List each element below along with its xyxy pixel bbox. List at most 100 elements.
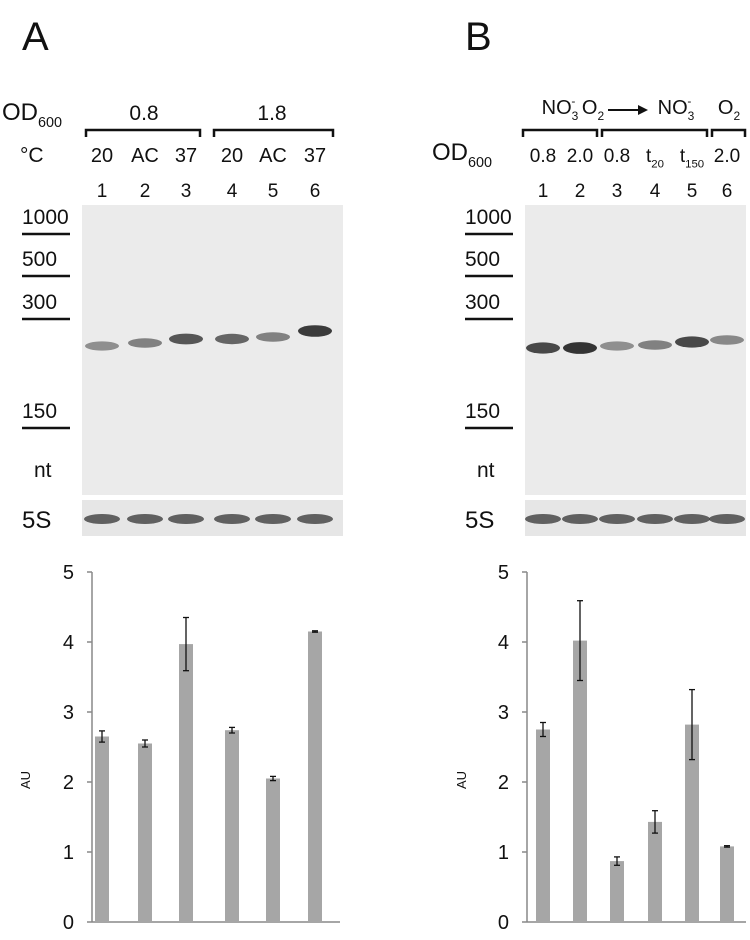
- y-tick-label: 4: [498, 632, 509, 654]
- band: [128, 338, 162, 348]
- y-tick-label: 2: [63, 772, 74, 794]
- band-5s: [297, 514, 333, 524]
- y-tick-label: 1: [63, 842, 74, 864]
- error-bar: [270, 775, 276, 782]
- bar: [308, 631, 322, 922]
- lane-number: 2: [140, 181, 151, 202]
- od-label-main: OD: [2, 99, 38, 126]
- lane-label-main: 0.8: [530, 146, 556, 167]
- lane-number: 6: [722, 181, 733, 202]
- condition-sup: -: [687, 94, 691, 108]
- condition-main: O: [582, 97, 598, 119]
- lane-label-sub: 150: [685, 159, 704, 171]
- band-5s: [637, 514, 673, 524]
- loading-label: 5S: [465, 507, 494, 534]
- lane-label-main: 2.0: [567, 146, 593, 167]
- unit: nt: [477, 459, 495, 482]
- lane-label-sub: 20: [651, 159, 664, 171]
- band: [298, 325, 332, 337]
- lane-label: AC: [131, 145, 159, 167]
- band: [563, 342, 597, 354]
- lane-label: 0.8: [604, 146, 630, 167]
- bracket: [84, 128, 202, 137]
- bar: [225, 730, 239, 922]
- condition: O2: [582, 97, 605, 123]
- size-marker: 150: [465, 400, 500, 423]
- bracket: [710, 128, 747, 137]
- lane-label: 20: [221, 145, 243, 167]
- band: [675, 336, 709, 348]
- lane-label-main: 0.8: [604, 146, 630, 167]
- od-label-main: OD: [432, 139, 468, 166]
- loading-label: 5S: [22, 507, 51, 534]
- condition: NO3-: [542, 94, 579, 123]
- band: [85, 341, 119, 351]
- error-bar: [652, 810, 658, 834]
- condition-sub: 2: [597, 109, 604, 123]
- band-5s: [127, 514, 163, 524]
- bar: [610, 861, 624, 922]
- bar: [266, 778, 280, 922]
- od-label-sub: 600: [468, 155, 492, 171]
- error-bar: [689, 688, 695, 761]
- lane-number: 1: [97, 181, 108, 202]
- y-axis-label: AU: [18, 771, 33, 789]
- size-marker: 300: [22, 291, 57, 314]
- band-5s: [168, 514, 204, 524]
- lane-number: 4: [227, 181, 238, 202]
- error-bar: [540, 721, 546, 738]
- condition-main: NO: [658, 97, 688, 119]
- lane-label: 0.8: [530, 146, 556, 167]
- size-marker: 300: [465, 291, 500, 314]
- bracket: [212, 128, 335, 137]
- group-label: 0.8: [129, 102, 158, 125]
- od-label: OD600: [432, 139, 492, 171]
- lane-label-main: 2.0: [714, 146, 740, 167]
- bar: [685, 724, 699, 922]
- lane-label: 37: [175, 145, 197, 167]
- group-label: 1.8: [257, 102, 286, 125]
- size-marker: 1000: [465, 206, 512, 229]
- error-bar: [99, 730, 105, 743]
- condition-sub: 2: [733, 109, 740, 123]
- condition-main: O: [718, 97, 734, 119]
- band-5s: [525, 514, 561, 524]
- condition-sup: -: [571, 94, 575, 108]
- od-label-sub: 600: [38, 115, 62, 131]
- size-marker: 500: [22, 248, 57, 271]
- band-5s: [599, 514, 635, 524]
- error-bar: [577, 600, 583, 682]
- y-tick-label: 4: [63, 632, 74, 654]
- lane-label-main: t: [680, 146, 686, 167]
- error-bar: [229, 726, 235, 734]
- bar: [648, 821, 662, 922]
- bar: [179, 644, 193, 922]
- bar: [720, 846, 734, 922]
- lane-number: 5: [268, 181, 279, 202]
- lane-label-main: t: [646, 146, 652, 167]
- lane-number: 4: [650, 181, 661, 202]
- condition: NO3-: [658, 94, 695, 123]
- y-axis-label: AU: [454, 771, 469, 789]
- band-5s: [255, 514, 291, 524]
- bar: [95, 736, 109, 922]
- bar: [138, 743, 152, 922]
- lane-label: t20: [646, 146, 664, 171]
- error-bar: [614, 856, 620, 866]
- bracket: [600, 128, 709, 137]
- band-5s: [674, 514, 710, 524]
- lane-number: 1: [538, 181, 549, 202]
- panel-label: A: [22, 15, 49, 59]
- lane-label: t150: [680, 146, 704, 171]
- band-5s: [214, 514, 250, 524]
- lane-label: 2.0: [567, 146, 593, 167]
- lane-number: 5: [687, 181, 698, 202]
- temp-label: °C: [20, 144, 44, 167]
- error-bar: [183, 616, 189, 672]
- panel-label: B: [465, 15, 492, 59]
- band: [169, 333, 203, 345]
- size-marker: 500: [465, 248, 500, 271]
- gel-a: [82, 205, 343, 495]
